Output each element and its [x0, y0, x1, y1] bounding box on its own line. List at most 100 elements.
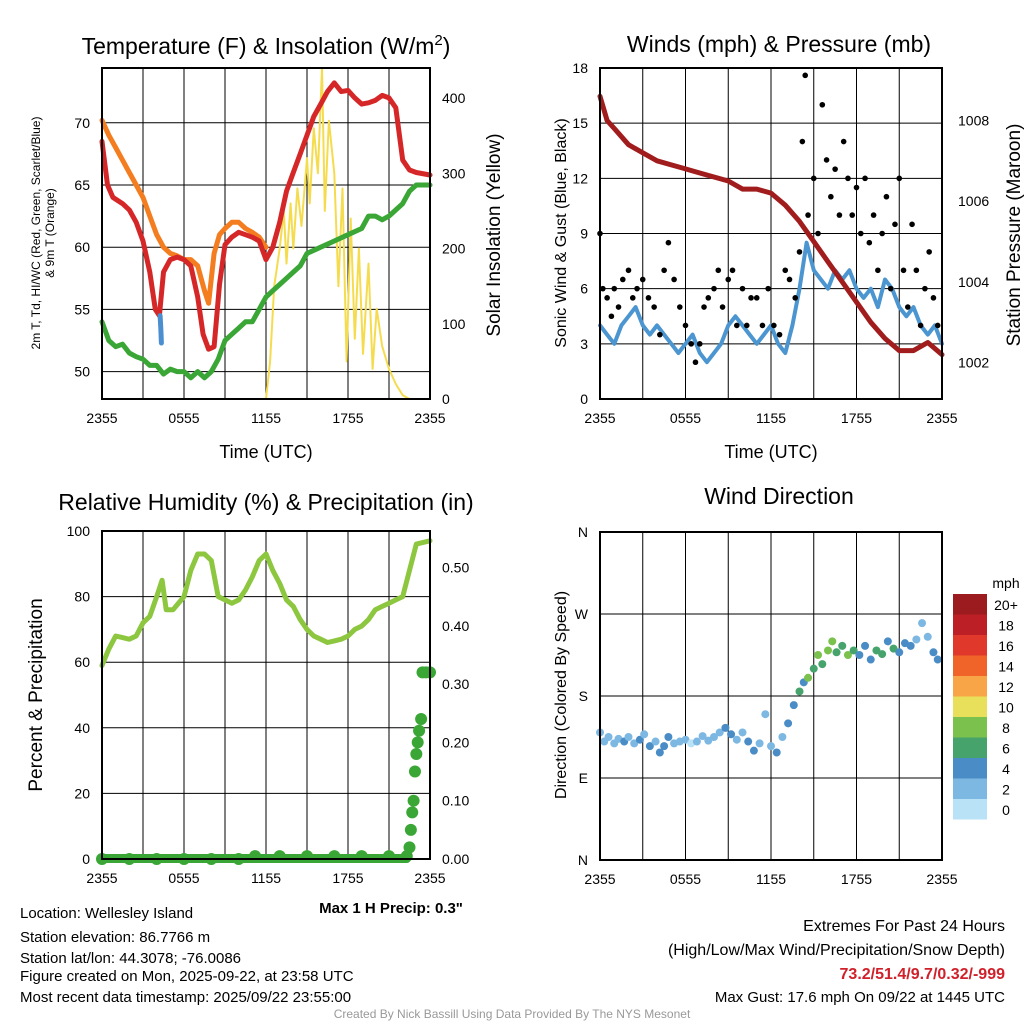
wind-direction-point: [855, 651, 864, 659]
legend-label: 18: [998, 618, 1014, 634]
gust-point: [892, 221, 898, 228]
y2-tick-label: 300: [442, 165, 466, 181]
wind-direction-point: [838, 641, 847, 650]
x-tick-label: 2355: [584, 871, 615, 887]
gust-point: [917, 322, 924, 329]
gust-point: [815, 230, 821, 237]
x-tick-label: 2355: [926, 410, 957, 426]
legend-swatch: [953, 635, 987, 656]
y2-tick-label: 200: [442, 241, 466, 257]
legend-label: 20+: [994, 597, 1018, 613]
x-tick-label: 1155: [756, 871, 786, 887]
wind-direction-point: [861, 641, 870, 650]
gust-point: [671, 276, 677, 283]
y2-tick-label: 1008: [958, 112, 989, 128]
legend-swatch: [953, 758, 987, 779]
y-tick-label: 9: [580, 226, 588, 242]
wind-direction-point: [828, 637, 837, 646]
gust-point: [753, 295, 760, 301]
extremes-title: Extremes For Past 24 Hours: [803, 918, 1005, 935]
y-tick-label: N: [578, 524, 588, 540]
gust-point: [759, 322, 766, 329]
timestamp-text: Most recent data timestamp: 2025/09/22 2…: [20, 989, 352, 1006]
y-tick-label: 20: [74, 785, 90, 801]
gust-point: [832, 166, 838, 172]
gust-point: [900, 267, 907, 274]
y-tick-label: 40: [74, 720, 90, 736]
gust-point: [913, 267, 920, 274]
wind-direction-point: [635, 735, 644, 744]
y-tick-label: 0: [580, 391, 588, 407]
y-axis-label: & 9m T (Orange): [43, 188, 57, 278]
gust-point: [802, 72, 808, 79]
x-axis-label: Time (UTC): [219, 442, 312, 462]
precip-point: [415, 713, 428, 726]
precip-point: [413, 724, 426, 737]
legend-label: 2: [1002, 782, 1010, 798]
gust-point: [729, 267, 736, 274]
legend-label: 10: [998, 700, 1014, 716]
gust-point: [639, 276, 646, 283]
x-tick-label: 1155: [251, 410, 281, 426]
gust-point: [771, 322, 777, 329]
chart-title: Winds (mph) & Pressure (mb): [627, 31, 931, 57]
legend-label: 16: [998, 638, 1014, 654]
wind-direction-point: [889, 644, 898, 653]
legend-swatch: [953, 799, 987, 820]
wind-direction-point: [732, 735, 741, 744]
precip-point: [406, 806, 419, 819]
precip-point: [383, 850, 395, 863]
wind-direction-point: [767, 742, 775, 751]
gust-point: [620, 276, 626, 283]
wind-direction-point: [721, 723, 730, 732]
legend-swatch: [953, 655, 987, 676]
x-tick-label: 2355: [926, 871, 957, 887]
wind-direction-point: [818, 660, 827, 669]
y-tick-label: 60: [74, 239, 90, 255]
wind-direction-point: [895, 648, 904, 657]
gust-point: [875, 267, 881, 274]
gust-point: [645, 295, 652, 301]
precip-point: [410, 748, 423, 761]
legend-label: 12: [998, 679, 1014, 695]
wind-direction-point: [923, 632, 932, 641]
wind-direction-point: [710, 733, 718, 741]
y-tick-label: W: [575, 606, 589, 622]
wind-direction-point: [906, 641, 915, 650]
y-tick-label: 12: [572, 170, 588, 186]
gust-point: [765, 285, 771, 292]
wind-direction-point: [804, 673, 813, 682]
plot-border: [599, 531, 943, 861]
gust-point: [934, 322, 941, 329]
wind-direction-point: [604, 733, 613, 741]
gust-point: [922, 285, 928, 292]
gust-point: [849, 212, 856, 218]
y-tick-label: 6: [580, 281, 588, 297]
y-tick-label: 15: [572, 115, 588, 131]
gust-point: [930, 295, 937, 301]
sonic-wind-line: [598, 240, 944, 365]
gust-point: [692, 359, 699, 366]
wind-direction-point: [681, 735, 690, 744]
x-tick-label: 1755: [841, 410, 872, 426]
wind-direction-point: [866, 655, 875, 664]
y2-tick-label: 1006: [958, 193, 989, 209]
x-tick-label: 0555: [670, 410, 701, 426]
series-solar-line: [101, 67, 431, 400]
series-t2m-line: [99, 80, 433, 352]
gust-point: [719, 304, 726, 310]
gust-point: [840, 138, 847, 145]
extremes-subtitle: (High/Low/Max Wind/Precipitation/Snow De…: [667, 942, 1005, 959]
plot-border: [599, 67, 943, 400]
legend-label: 4: [1002, 761, 1010, 777]
wind-direction-point: [640, 730, 649, 739]
x-tick-label: 1155: [756, 410, 786, 426]
gust-point: [883, 193, 890, 200]
x-tick-label: 1755: [841, 871, 872, 887]
legend-swatch: [953, 696, 987, 717]
wind-direction-point: [755, 739, 764, 748]
gust-point: [739, 285, 746, 292]
gust-point: [819, 101, 826, 108]
y2-tick-label: 0: [442, 391, 450, 407]
gust-point: [748, 295, 754, 301]
